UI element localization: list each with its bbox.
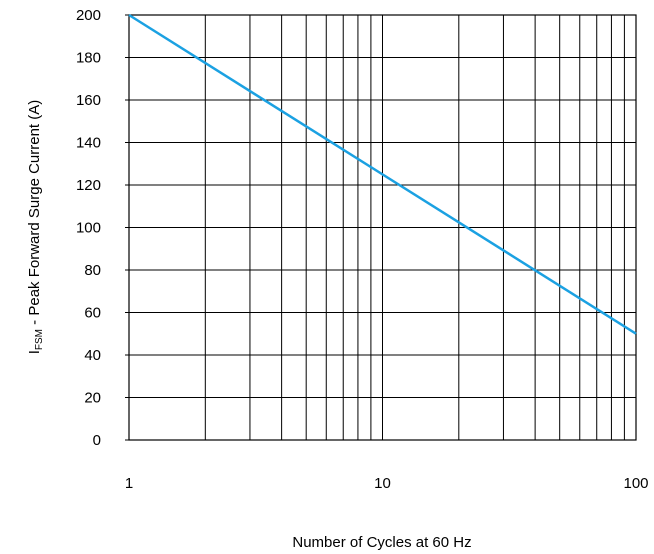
x-tick-label: 10 — [374, 475, 391, 492]
y-axis-title-prefix: I — [26, 350, 43, 354]
y-tick-labels: 0 20 40 60 80 100 120 140 160 180 200 — [76, 7, 101, 449]
y-tick-label: 160 — [76, 92, 101, 109]
axes — [125, 14, 637, 441]
x-axis-title: Number of Cycles at 60 Hz — [292, 534, 471, 551]
x-tick-labels: 1 10 100 — [125, 475, 649, 492]
y-tick-label: 200 — [76, 7, 101, 24]
surge-current-line — [128, 13, 637, 335]
y-tick-label: 20 — [84, 390, 101, 407]
series-layer — [128, 13, 637, 335]
y-tick-label: 120 — [76, 177, 101, 194]
y-tick-label: 0 — [93, 432, 101, 449]
grid — [129, 15, 636, 440]
y-tick-label: 80 — [84, 262, 101, 279]
x-tick-label: 1 — [125, 475, 133, 492]
y-tick-label: 40 — [84, 347, 101, 364]
y-tick-label: 180 — [76, 50, 101, 67]
y-tick-label: 60 — [84, 305, 101, 322]
x-tick-label: 100 — [623, 475, 648, 492]
y-axis-title: IFSM - Peak Forward Surge Current (A) — [26, 100, 45, 355]
y-tick-label: 100 — [76, 220, 101, 237]
y-axis-title-suffix: - Peak Forward Surge Current (A) — [26, 100, 43, 329]
y-axis-title-subscript: FSM — [34, 329, 45, 350]
y-tick-label: 140 — [76, 135, 101, 152]
